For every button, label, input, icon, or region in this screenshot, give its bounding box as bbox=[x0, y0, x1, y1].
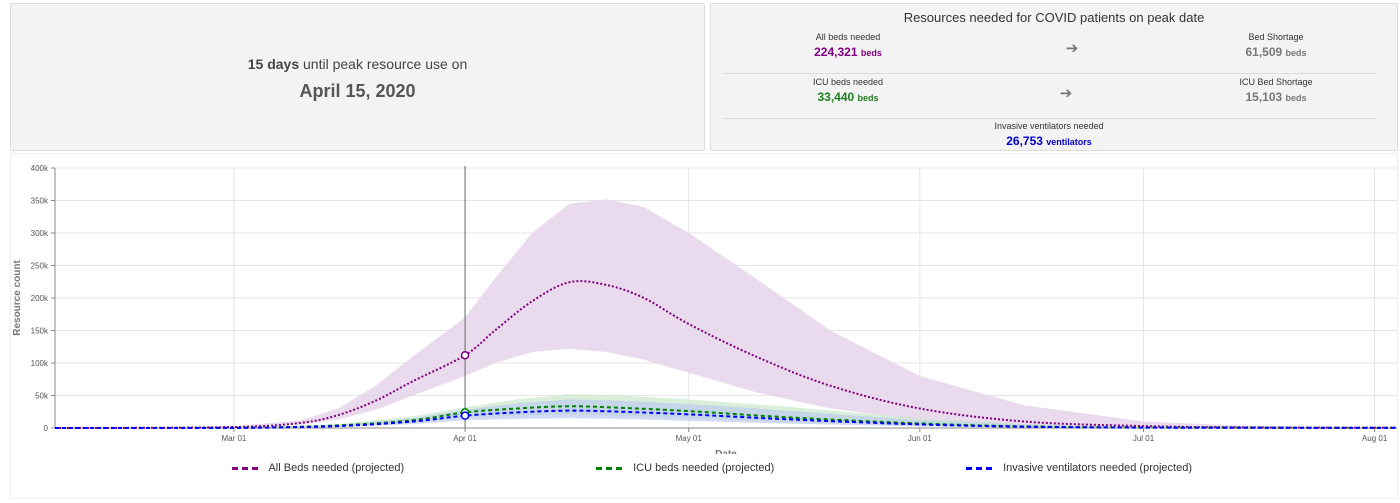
legend-icu-beds[interactable]: ICU beds needed (projected) bbox=[596, 462, 774, 482]
beds-row: All beds needed 224,321 beds ➔ Bed Short… bbox=[723, 29, 1376, 74]
all-beds-value: 224,321 bbox=[814, 45, 858, 59]
icu-shortage-unit: beds bbox=[1285, 93, 1307, 103]
y-tick-label: 0 bbox=[44, 424, 49, 433]
peak-date: April 15, 2020 bbox=[299, 81, 416, 101]
x-tick-label: May 01 bbox=[676, 434, 703, 443]
y-tick-label: 50k bbox=[35, 392, 49, 401]
x-tick-label: Apr 01 bbox=[453, 434, 477, 443]
all-beds-unit: beds bbox=[860, 48, 882, 58]
bed-shortage-label: Bed Shortage bbox=[1248, 32, 1304, 42]
ventilators-unit: ventilators bbox=[1046, 137, 1092, 147]
x-tick-label: Aug 01 bbox=[1362, 434, 1388, 443]
y-tick-label: 150k bbox=[31, 327, 49, 336]
y-tick-label: 200k bbox=[31, 294, 49, 303]
bed-shortage-stat: Bed Shortage 61,509 beds bbox=[1176, 32, 1376, 59]
all-beds-label: All beds needed bbox=[815, 32, 881, 42]
legend-label-all-beds: All Beds needed (projected) bbox=[268, 462, 405, 474]
y-tick-label: 100k bbox=[31, 359, 49, 368]
x-axis-label: Date bbox=[715, 449, 737, 454]
bed-shortage-value-line: 61,509 beds bbox=[1176, 45, 1376, 59]
x-tick-label: Jun 01 bbox=[908, 434, 933, 443]
icu-beds-unit: beds bbox=[857, 93, 879, 103]
peak-text: until peak resource use on bbox=[303, 56, 468, 72]
peak-days: 15 days bbox=[247, 56, 300, 72]
resources-panel: Resources needed for COVID patients on p… bbox=[710, 3, 1398, 151]
legend-swatch-ventilators bbox=[966, 466, 992, 470]
icu-shortage-value: 15,103 bbox=[1245, 90, 1283, 104]
legend-label-ventilators: Invasive ventilators needed (projected) bbox=[1003, 462, 1193, 474]
icu-beds-value: 33,440 bbox=[817, 90, 855, 104]
x-tick-label: Jul 01 bbox=[1133, 434, 1155, 443]
confidence-band-all-beds bbox=[55, 199, 1397, 428]
y-tick-label: 400k bbox=[31, 164, 49, 173]
y-tick-label: 250k bbox=[31, 262, 49, 271]
ventilators-value: 26,753 bbox=[1006, 134, 1043, 148]
y-tick-label: 300k bbox=[31, 229, 49, 238]
resources-title: Resources needed for COVID patients on p… bbox=[903, 10, 1205, 25]
icu-shortage-stat: ICU Bed Shortage 15,103 beds bbox=[1176, 77, 1376, 104]
chart-panel: 0 50k 100k 150k 200k 250k 300k 350k 400k Mar 01 Ap… bbox=[10, 153, 1398, 499]
marker-point-ventilators bbox=[460, 411, 470, 420]
y-tick-label: 350k bbox=[31, 197, 49, 206]
right-arrow-icon: ➔ bbox=[1065, 40, 1079, 57]
marker-point-all-beds bbox=[460, 350, 470, 360]
peak-date-panel: 15 days until peak resource use on April… bbox=[10, 3, 705, 151]
ventilators-value-line: 26,753 ventilators bbox=[949, 134, 1149, 148]
bed-shortage-unit: beds bbox=[1285, 48, 1307, 58]
icu-row: ICU beds needed 33,440 beds ➔ ICU Bed Sh… bbox=[723, 74, 1376, 119]
all-beds-value-line: 224,321 beds bbox=[748, 45, 948, 59]
peak-countdown: 15 days until peak resource use on bbox=[11, 56, 704, 72]
x-tick-label: Mar 01 bbox=[221, 434, 246, 443]
ventilator-row: Invasive ventilators needed 26,753 venti… bbox=[723, 118, 1376, 162]
bed-shortage-value: 61,509 bbox=[1245, 45, 1283, 59]
icu-beds-stat: ICU beds needed 33,440 beds bbox=[748, 77, 948, 104]
icu-beds-value-line: 33,440 beds bbox=[748, 90, 948, 104]
legend-swatch-all-beds bbox=[232, 466, 258, 470]
resource-chart[interactable]: 0 50k 100k 150k 200k 250k 300k 350k 400k Mar 01 Ap… bbox=[11, 154, 1398, 460]
all-beds-stat: All beds needed 224,321 beds bbox=[748, 32, 948, 59]
legend-swatch-icu-beds bbox=[596, 466, 622, 470]
icu-shortage-label: ICU Bed Shortage bbox=[1239, 77, 1313, 87]
ventilators-label: Invasive ventilators needed bbox=[994, 121, 1104, 131]
legend-all-beds[interactable]: All Beds needed (projected) bbox=[232, 462, 404, 482]
y-axis-label: Resource count bbox=[12, 260, 23, 336]
legend-label-icu-beds: ICU beds needed (projected) bbox=[633, 462, 775, 474]
right-arrow-icon: ➔ bbox=[1059, 85, 1073, 102]
series-line-ventilators bbox=[54, 409, 1398, 429]
icu-beds-label: ICU beds needed bbox=[812, 77, 884, 87]
ventilators-stat: Invasive ventilators needed 26,753 venti… bbox=[949, 121, 1149, 148]
legend-ventilators[interactable]: Invasive ventilators needed (projected) bbox=[966, 462, 1192, 482]
icu-shortage-value-line: 15,103 beds bbox=[1176, 90, 1376, 104]
